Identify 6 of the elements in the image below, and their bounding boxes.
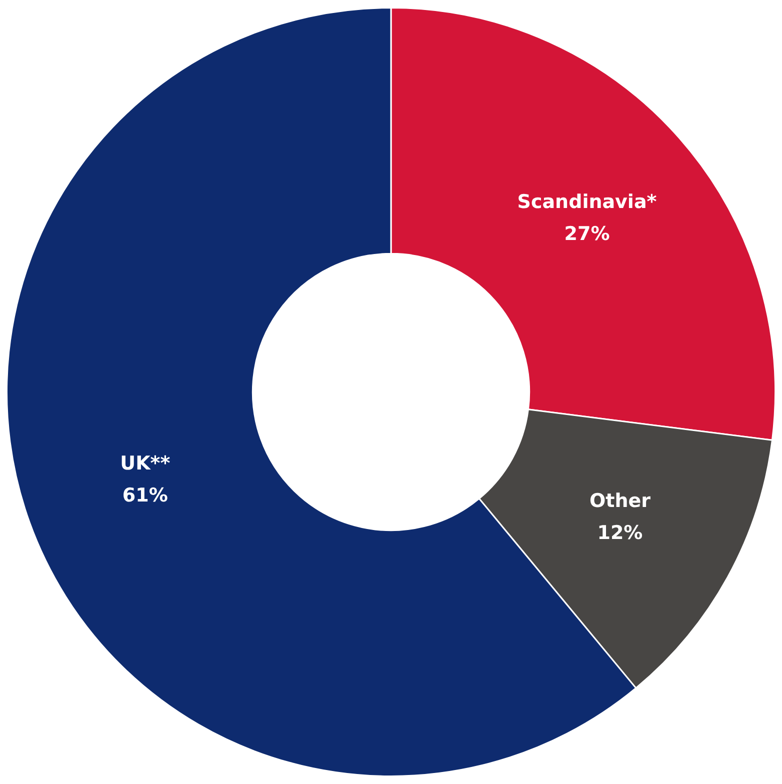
slice-label: Other: [589, 490, 652, 512]
data-label: 27%: [564, 223, 610, 246]
data-label: 12%: [597, 522, 643, 544]
slice-label: UK**: [120, 452, 170, 474]
data-label: 61%: [122, 484, 168, 506]
slice-label: Scandinavia*: [517, 191, 657, 214]
